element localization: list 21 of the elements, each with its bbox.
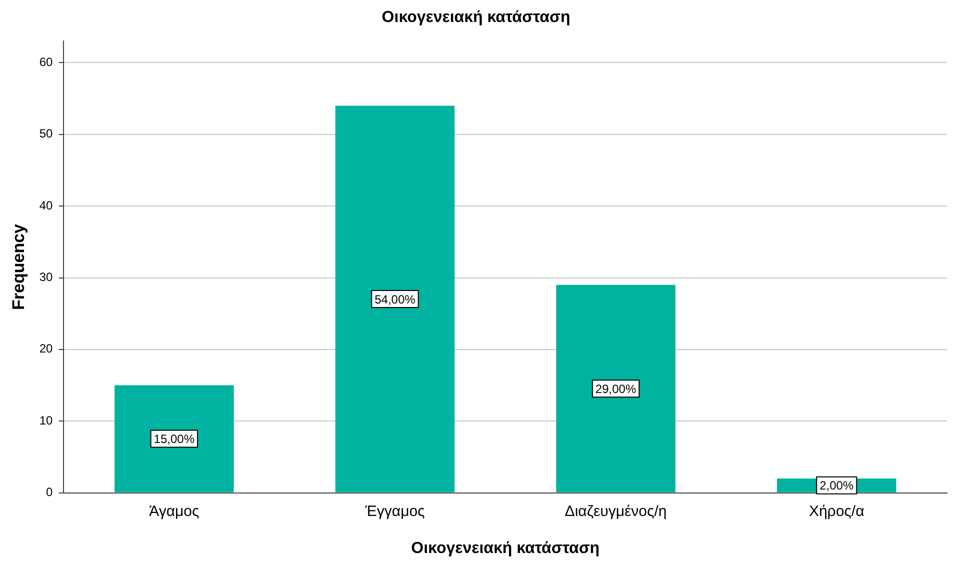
x-tick-label: Χήρος/α bbox=[808, 502, 865, 520]
y-tick-label: 10 bbox=[39, 413, 54, 428]
y-tick-label: 60 bbox=[39, 55, 54, 70]
y-tick-label: 0 bbox=[46, 485, 54, 500]
data-label: 29,00% bbox=[595, 382, 636, 396]
y-tick-label: 30 bbox=[39, 270, 54, 284]
chart-title: Οικογενειακή κατάσταση bbox=[382, 9, 570, 26]
y-axis-title: Frequency bbox=[8, 223, 28, 310]
bar bbox=[114, 385, 234, 492]
y-tick-label: 20 bbox=[39, 342, 54, 356]
y-tick-label: 40 bbox=[39, 198, 54, 212]
data-label: 2,00% bbox=[820, 478, 854, 493]
x-tick-label: Διαζευγμένος/η bbox=[564, 502, 667, 520]
data-label: 54,00% bbox=[374, 292, 416, 306]
y-tick-label: 50 bbox=[39, 126, 54, 141]
bar bbox=[556, 284, 676, 492]
x-axis-title: Οικογενειακή κατάσταση bbox=[411, 540, 600, 557]
bar bbox=[335, 106, 455, 492]
x-tick-label: Άγαμος bbox=[149, 502, 200, 520]
data-label: 15,00% bbox=[154, 432, 195, 446]
x-tick-label: Έγγαμος bbox=[364, 502, 425, 520]
